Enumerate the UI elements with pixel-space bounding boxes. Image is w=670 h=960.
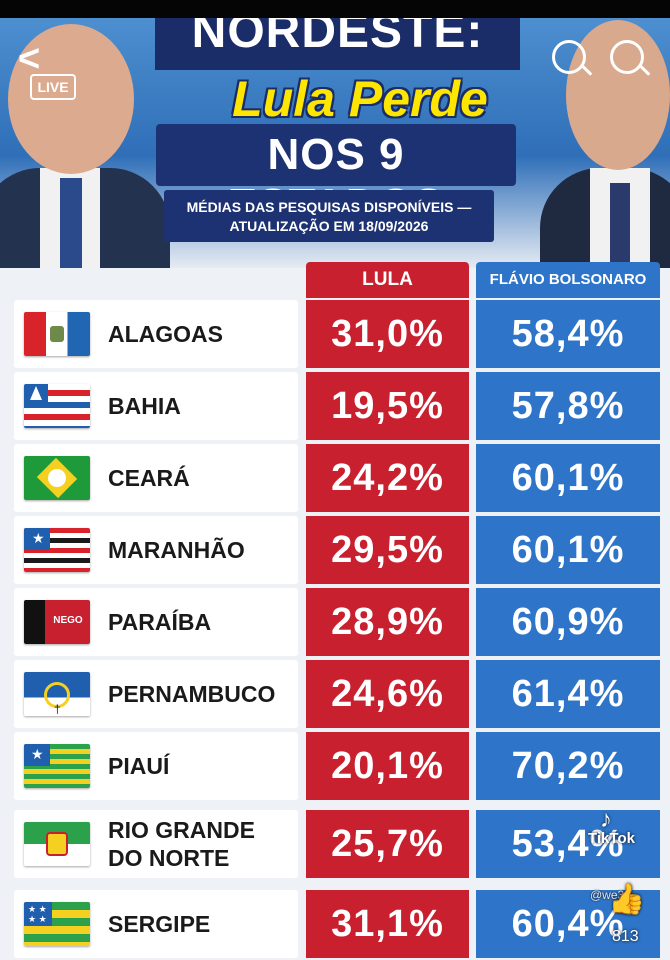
flag-maranhao-icon: ★ bbox=[24, 528, 90, 572]
table-row: † PERNAMBUCO 24,6% 61,4% bbox=[14, 660, 660, 728]
flavio-value: 60,1% bbox=[476, 444, 660, 512]
state-name: PIAUÍ bbox=[108, 753, 170, 779]
flavio-value: 61,4% bbox=[476, 660, 660, 728]
state-cell: † PERNAMBUCO bbox=[14, 660, 298, 728]
lula-value: 19,5% bbox=[306, 372, 469, 440]
flag-paraiba-icon: NEGO bbox=[24, 600, 90, 644]
title-main: Lula Perde bbox=[232, 71, 488, 127]
state-cell: RIO GRANDE DO NORTE bbox=[14, 810, 298, 878]
flavio-value: 57,8% bbox=[476, 372, 660, 440]
flavio-value: 60,9% bbox=[476, 588, 660, 656]
flag-bahia-icon bbox=[24, 384, 90, 428]
lula-value: 29,5% bbox=[306, 516, 469, 584]
state-cell: CEARÁ bbox=[14, 444, 298, 512]
column-header-flavio: FLÁVIO BOLSONARO bbox=[476, 262, 660, 298]
lula-value: 24,6% bbox=[306, 660, 469, 728]
flavio-value: 70,2% bbox=[476, 732, 660, 800]
flag-paraiba-text: NEGO bbox=[53, 615, 83, 626]
flag-alagoas-icon bbox=[24, 312, 90, 356]
state-name: PARAÍBA bbox=[108, 609, 212, 635]
state-name-line1: RIO GRANDE bbox=[108, 817, 255, 843]
state-name: PERNAMBUCO bbox=[108, 681, 276, 707]
state-name: RIO GRANDE DO NORTE bbox=[108, 810, 255, 878]
flag-sergipe-icon: ★ ★ ★ ★ bbox=[24, 902, 90, 946]
table-row: ★ PIAUÍ 20,1% 70,2% bbox=[14, 732, 660, 800]
table-row: ★ MARANHÃO 29,5% 60,1% bbox=[14, 516, 660, 584]
tiktok-watermark: TikTok bbox=[588, 830, 635, 847]
title-top: NORDESTE: bbox=[191, 18, 484, 58]
title-top-strip: NORDESTE: bbox=[155, 18, 520, 70]
state-name: SERGIPE bbox=[108, 911, 211, 937]
flag-rio-grande-do-norte-icon bbox=[24, 822, 90, 866]
table-row: CEARÁ 24,2% 60,1% bbox=[14, 444, 660, 512]
live-badge[interactable]: LIVE bbox=[30, 74, 76, 100]
state-name: CEARÁ bbox=[108, 465, 190, 491]
state-cell: ALAGOAS bbox=[14, 300, 298, 368]
lula-value: 31,0% bbox=[306, 300, 469, 368]
subtitle-line2: ATUALIZAÇÃO EM 18/09/2026 bbox=[229, 218, 429, 234]
tiktok-handle: @we3_ bbox=[590, 888, 631, 902]
table-row: BAHIA 19,5% 57,8% bbox=[14, 372, 660, 440]
lula-value: 25,7% bbox=[306, 810, 469, 878]
state-cell: ★ ★ ★ ★ SERGIPE bbox=[14, 890, 298, 958]
subtitle-box: MÉDIAS DAS PESQUISAS DISPONÍVEIS — ATUAL… bbox=[164, 190, 494, 242]
column-header-lula: LULA bbox=[306, 262, 469, 298]
lula-value: 31,1% bbox=[306, 890, 469, 958]
state-name: ALAGOAS bbox=[108, 321, 223, 347]
state-cell: ★ PIAUÍ bbox=[14, 732, 298, 800]
table-row: RIO GRANDE DO NORTE 25,7% 53,4% bbox=[14, 810, 660, 878]
lula-value: 20,1% bbox=[306, 732, 469, 800]
flavio-value: 53,4% bbox=[476, 810, 660, 878]
state-name: BAHIA bbox=[108, 393, 181, 419]
flag-ceara-icon bbox=[24, 456, 90, 500]
lula-value: 24,2% bbox=[306, 444, 469, 512]
flavio-value: 60,4% bbox=[476, 890, 660, 958]
table-row: ALAGOAS 31,0% 58,4% bbox=[14, 300, 660, 368]
tiktok-logo-icon: ♪ bbox=[600, 806, 612, 833]
table-row: ★ ★ ★ ★ SERGIPE 31,1% 60,4% bbox=[14, 890, 660, 958]
subtitle-line1: MÉDIAS DAS PESQUISAS DISPONÍVEIS — bbox=[186, 199, 472, 215]
state-cell: NEGO PARAÍBA bbox=[14, 588, 298, 656]
thumbs-up-icon[interactable]: 👍 bbox=[608, 883, 646, 916]
like-count: 813 bbox=[612, 928, 639, 945]
table-row: NEGO PARAÍBA 28,9% 60,9% bbox=[14, 588, 660, 656]
header-banner: NORDESTE: Lula Perde NOS 9 ESTADOS MÉDIA… bbox=[0, 18, 670, 268]
flag-pernambuco-icon: † bbox=[24, 672, 90, 716]
flag-piaui-icon: ★ bbox=[24, 744, 90, 788]
state-name: MARANHÃO bbox=[108, 537, 245, 563]
flavio-value: 58,4% bbox=[476, 300, 660, 368]
back-chevron-icon[interactable]: < bbox=[18, 38, 41, 80]
lula-value: 28,9% bbox=[306, 588, 469, 656]
state-cell: BAHIA bbox=[14, 372, 298, 440]
search-icon[interactable] bbox=[552, 40, 586, 74]
state-cell: ★ MARANHÃO bbox=[14, 516, 298, 584]
top-status-bar bbox=[0, 0, 670, 18]
left-person-photo bbox=[0, 18, 170, 268]
right-person-photo bbox=[520, 18, 670, 268]
state-name-line2: DO NORTE bbox=[108, 845, 230, 871]
search-alt-icon[interactable] bbox=[610, 40, 644, 74]
title-bottom-box: NOS 9 ESTADOS bbox=[156, 124, 516, 229]
flavio-value: 60,1% bbox=[476, 516, 660, 584]
